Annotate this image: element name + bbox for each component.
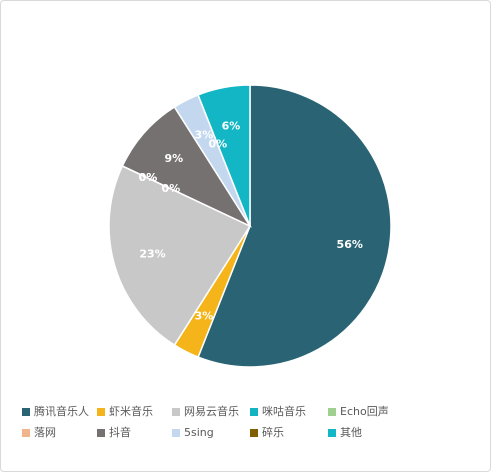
data-label: 0% xyxy=(208,138,227,151)
legend-swatch xyxy=(22,408,30,416)
data-label: 9% xyxy=(165,152,184,165)
legend-label: 抖音 xyxy=(109,425,131,439)
legend-swatch xyxy=(172,429,180,437)
legend-swatch xyxy=(22,429,30,437)
legend-label: 咪咕音乐 xyxy=(262,404,306,418)
pie-slice xyxy=(197,84,251,227)
legend-swatch xyxy=(328,408,336,416)
data-label: 6% xyxy=(222,119,241,132)
legend-swatch xyxy=(250,408,258,416)
data-label: 56% xyxy=(337,238,363,251)
legend-label: 网易云音乐 xyxy=(184,404,239,418)
legend-label: 碎乐 xyxy=(262,425,284,439)
legend-swatch xyxy=(172,408,180,416)
legend-label: 虾米音乐 xyxy=(109,404,153,418)
legend-label: Echo回声 xyxy=(340,404,389,418)
legend-swatch xyxy=(97,408,105,416)
data-label: 0% xyxy=(162,182,181,195)
data-label: 23% xyxy=(139,247,165,260)
legend-label: 落网 xyxy=(34,426,56,439)
legend-label: 5sing xyxy=(184,426,214,439)
legend-swatch xyxy=(250,429,258,437)
data-label: 3% xyxy=(195,309,214,322)
data-label: 0% xyxy=(139,171,158,184)
data-label: 0% xyxy=(139,171,158,184)
data-label: 3% xyxy=(195,129,214,142)
pie-slice xyxy=(121,105,253,228)
legend-swatch xyxy=(97,429,105,437)
legend-label: 腾讯音乐人 xyxy=(34,404,89,418)
legend-swatch xyxy=(328,429,336,437)
pie-slice xyxy=(197,84,392,368)
legend-label: 其他 xyxy=(340,426,362,439)
pie-slice xyxy=(108,164,252,347)
